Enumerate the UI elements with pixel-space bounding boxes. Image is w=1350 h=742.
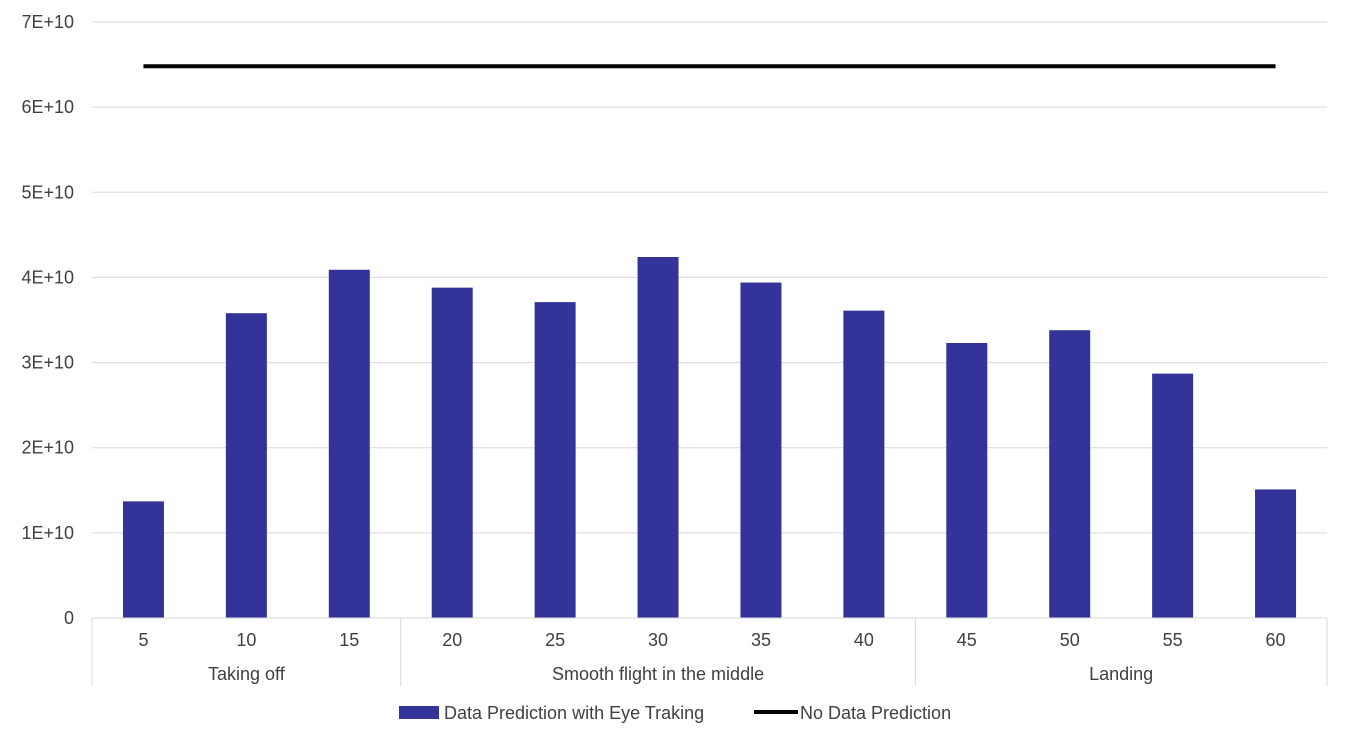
x-tick-label: 50 [1060, 630, 1080, 650]
y-tick-label: 3E+10 [21, 353, 74, 373]
bar [637, 256, 679, 618]
y-tick-label: 1E+10 [21, 523, 74, 543]
bar [431, 287, 473, 618]
group-label: Landing [1089, 664, 1153, 684]
y-axis: 0 1E+10 2E+10 3E+10 4E+10 5E+10 6E+10 7E+10 [21, 12, 74, 628]
x-tick-label: 35 [751, 630, 771, 650]
legend-bar-label: Data Prediction with Eye Traking [444, 703, 704, 723]
x-tick-label: 60 [1266, 630, 1286, 650]
x-tick-label: 55 [1163, 630, 1183, 650]
bar [534, 302, 576, 618]
x-tick-label: 30 [648, 630, 668, 650]
x-tick-label: 40 [854, 630, 874, 650]
y-tick-label: 0 [64, 608, 74, 628]
bar [740, 282, 782, 618]
x-tick-label: 45 [957, 630, 977, 650]
bar [225, 313, 267, 618]
y-tick-label: 6E+10 [21, 97, 74, 117]
x-tick-label: 20 [442, 630, 462, 650]
bar [1152, 373, 1194, 618]
bar [122, 501, 164, 618]
group-label: Taking off [208, 664, 286, 684]
legend: Data Prediction with Eye Traking No Data… [399, 703, 951, 723]
bars [122, 256, 1297, 618]
y-tick-label: 7E+10 [21, 12, 74, 32]
legend-line-label: No Data Prediction [800, 703, 951, 723]
y-tick-label: 4E+10 [21, 267, 74, 287]
bar [328, 269, 370, 618]
gridlines [92, 21, 1327, 534]
bar [1255, 489, 1297, 618]
bar [946, 342, 988, 618]
x-tick-label: 15 [339, 630, 359, 650]
group-label: Smooth flight in the middle [552, 664, 764, 684]
legend-bar-swatch [399, 706, 439, 719]
y-tick-label: 5E+10 [21, 182, 74, 202]
x-tick-label: 10 [236, 630, 256, 650]
bar [843, 310, 885, 618]
y-tick-label: 2E+10 [21, 438, 74, 458]
x-tick-label: 25 [545, 630, 565, 650]
x-tick-label: 5 [138, 630, 148, 650]
bar [1049, 330, 1091, 618]
x-axis: 5 10 15 20 25 30 35 40 45 50 55 60 Taking off Smooth … [91, 617, 1328, 686]
